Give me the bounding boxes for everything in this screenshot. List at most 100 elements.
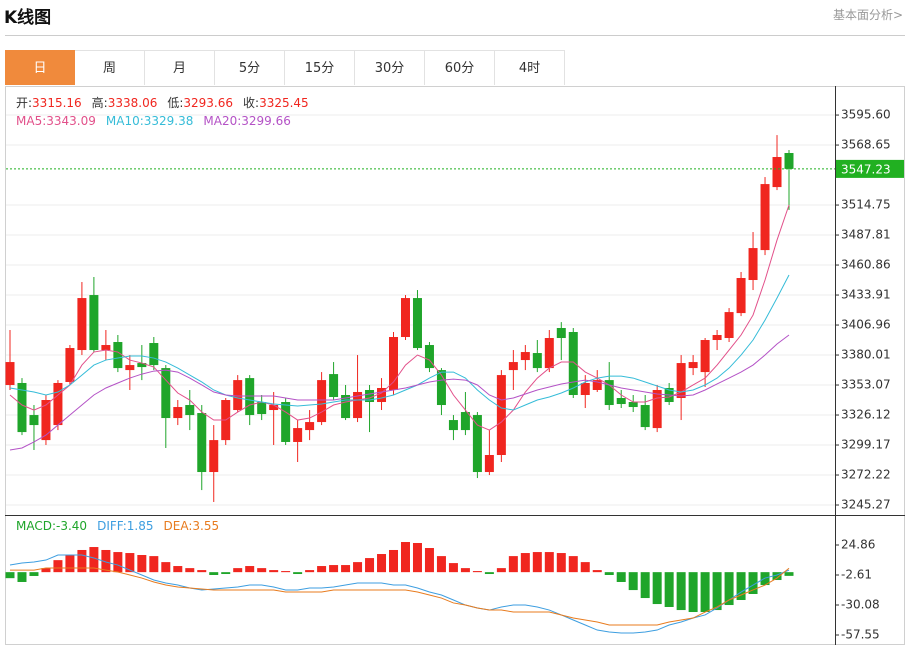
period-tab[interactable]: 30分: [355, 50, 425, 85]
macd-bar: [736, 572, 746, 601]
macd-bar: [424, 548, 434, 573]
legend-value: -3.40: [56, 519, 87, 533]
macd-bar: [5, 572, 15, 579]
y-tick-label: -30.08: [841, 598, 880, 612]
candle-body: [197, 413, 207, 473]
macd-bar: [281, 571, 291, 573]
macd-bar: [664, 572, 674, 607]
y-tick-label: -2.61: [841, 568, 872, 582]
macd-bar: [460, 568, 470, 573]
macd-bar: [772, 572, 782, 581]
y-tick-label: -57.55: [841, 628, 880, 642]
macd-bar: [317, 566, 327, 573]
period-tab[interactable]: 4时: [495, 50, 565, 85]
legend-label: 开:: [16, 96, 32, 110]
macd-bar: [341, 565, 351, 573]
period-tab[interactable]: 15分: [285, 50, 355, 85]
legend-value: 3315.16: [32, 96, 82, 110]
y-tick-label: 3406.96: [841, 318, 891, 332]
macd-bar: [257, 568, 267, 573]
candle-body: [736, 278, 746, 314]
candle-body: [580, 382, 590, 396]
macd-bar: [329, 565, 339, 573]
legend-label: 低:: [167, 96, 183, 110]
indicator-line: [9, 274, 790, 411]
macd-bar: [125, 553, 135, 573]
candle-body: [281, 402, 291, 442]
y-tick-label: 3433.91: [841, 288, 891, 302]
candle-body: [173, 407, 183, 419]
macd-bar: [89, 547, 99, 573]
candle-body: [113, 342, 123, 369]
legend-value: 1.85: [127, 519, 154, 533]
candle-body: [772, 157, 782, 188]
legend-value: 3343.09: [46, 114, 96, 128]
candle-body: [305, 422, 315, 431]
y-tick-label: 3272.22: [841, 468, 891, 482]
period-tab[interactable]: 月: [145, 50, 215, 85]
candle-body: [496, 375, 506, 456]
candle-body: [748, 248, 758, 281]
candle-body: [760, 184, 770, 251]
macd-bar: [365, 558, 375, 573]
candle-body: [412, 298, 422, 349]
macd-bar: [149, 556, 159, 573]
candle-body: [365, 389, 375, 403]
candle-body: [233, 380, 243, 411]
period-tab[interactable]: 周: [75, 50, 145, 85]
macd-bar: [520, 553, 530, 573]
macd-bar: [532, 552, 542, 573]
macd-bar: [305, 570, 315, 573]
candle-body: [137, 363, 147, 368]
legend-value: 3299.66: [241, 114, 291, 128]
macd-bar: [65, 555, 75, 573]
candle-body: [269, 405, 279, 411]
candle-body: [125, 365, 135, 371]
candle-body: [29, 415, 39, 426]
legend-row: 开:3315.16 高:3338.06 低:3293.66 收:3325.45: [16, 95, 309, 110]
candle-body: [700, 340, 710, 373]
macd-bar: [496, 568, 506, 573]
last-price-box: [836, 159, 904, 178]
candle-body: [688, 362, 698, 369]
candle-body: [329, 374, 339, 398]
y-tick-label: 3514.75: [841, 198, 891, 212]
period-tab[interactable]: 60分: [425, 50, 495, 85]
legend-label: MA5:: [16, 114, 46, 128]
candle-body: [676, 363, 686, 399]
legend-value: 3325.45: [259, 96, 309, 110]
macd-bar: [293, 572, 303, 575]
macd-bar: [616, 572, 626, 582]
candle-body: [724, 312, 734, 339]
macd-bar: [209, 572, 219, 575]
candle-body: [568, 332, 578, 396]
candle-body: [472, 415, 482, 473]
macd-bar: [233, 568, 243, 573]
legend-value: 3.55: [192, 519, 219, 533]
period-tabs: 日周月 5分 15分 30分 60分 4时: [5, 50, 565, 86]
macd-bar: [377, 554, 387, 573]
legend-value: 3293.66: [183, 96, 233, 110]
fundamental-link[interactable]: 基本面分析>: [832, 8, 903, 22]
candle-body: [400, 298, 410, 338]
legend-value: 3329.38: [144, 114, 194, 128]
legend-label: 收:: [243, 96, 259, 110]
candle-body: [341, 395, 351, 419]
y-tick-label: 24.86: [841, 538, 875, 552]
macd-bar: [173, 566, 183, 573]
y-tick-label: 3595.60: [841, 108, 891, 122]
macd-bar: [700, 572, 710, 613]
period-tab[interactable]: 5分: [215, 50, 285, 85]
indicator-line: [10, 567, 790, 626]
candle-body: [77, 298, 87, 351]
candle-body: [53, 382, 63, 426]
candle-body: [185, 405, 195, 416]
indicator-line: [9, 334, 790, 451]
candle-body: [448, 420, 458, 431]
y-tick-label: 3353.07: [841, 378, 891, 392]
candle-body: [556, 327, 566, 339]
legend-label: MA20:: [203, 114, 241, 128]
candle-body: [532, 353, 542, 369]
candle-body: [592, 380, 602, 390]
period-tab[interactable]: 日: [5, 50, 75, 85]
